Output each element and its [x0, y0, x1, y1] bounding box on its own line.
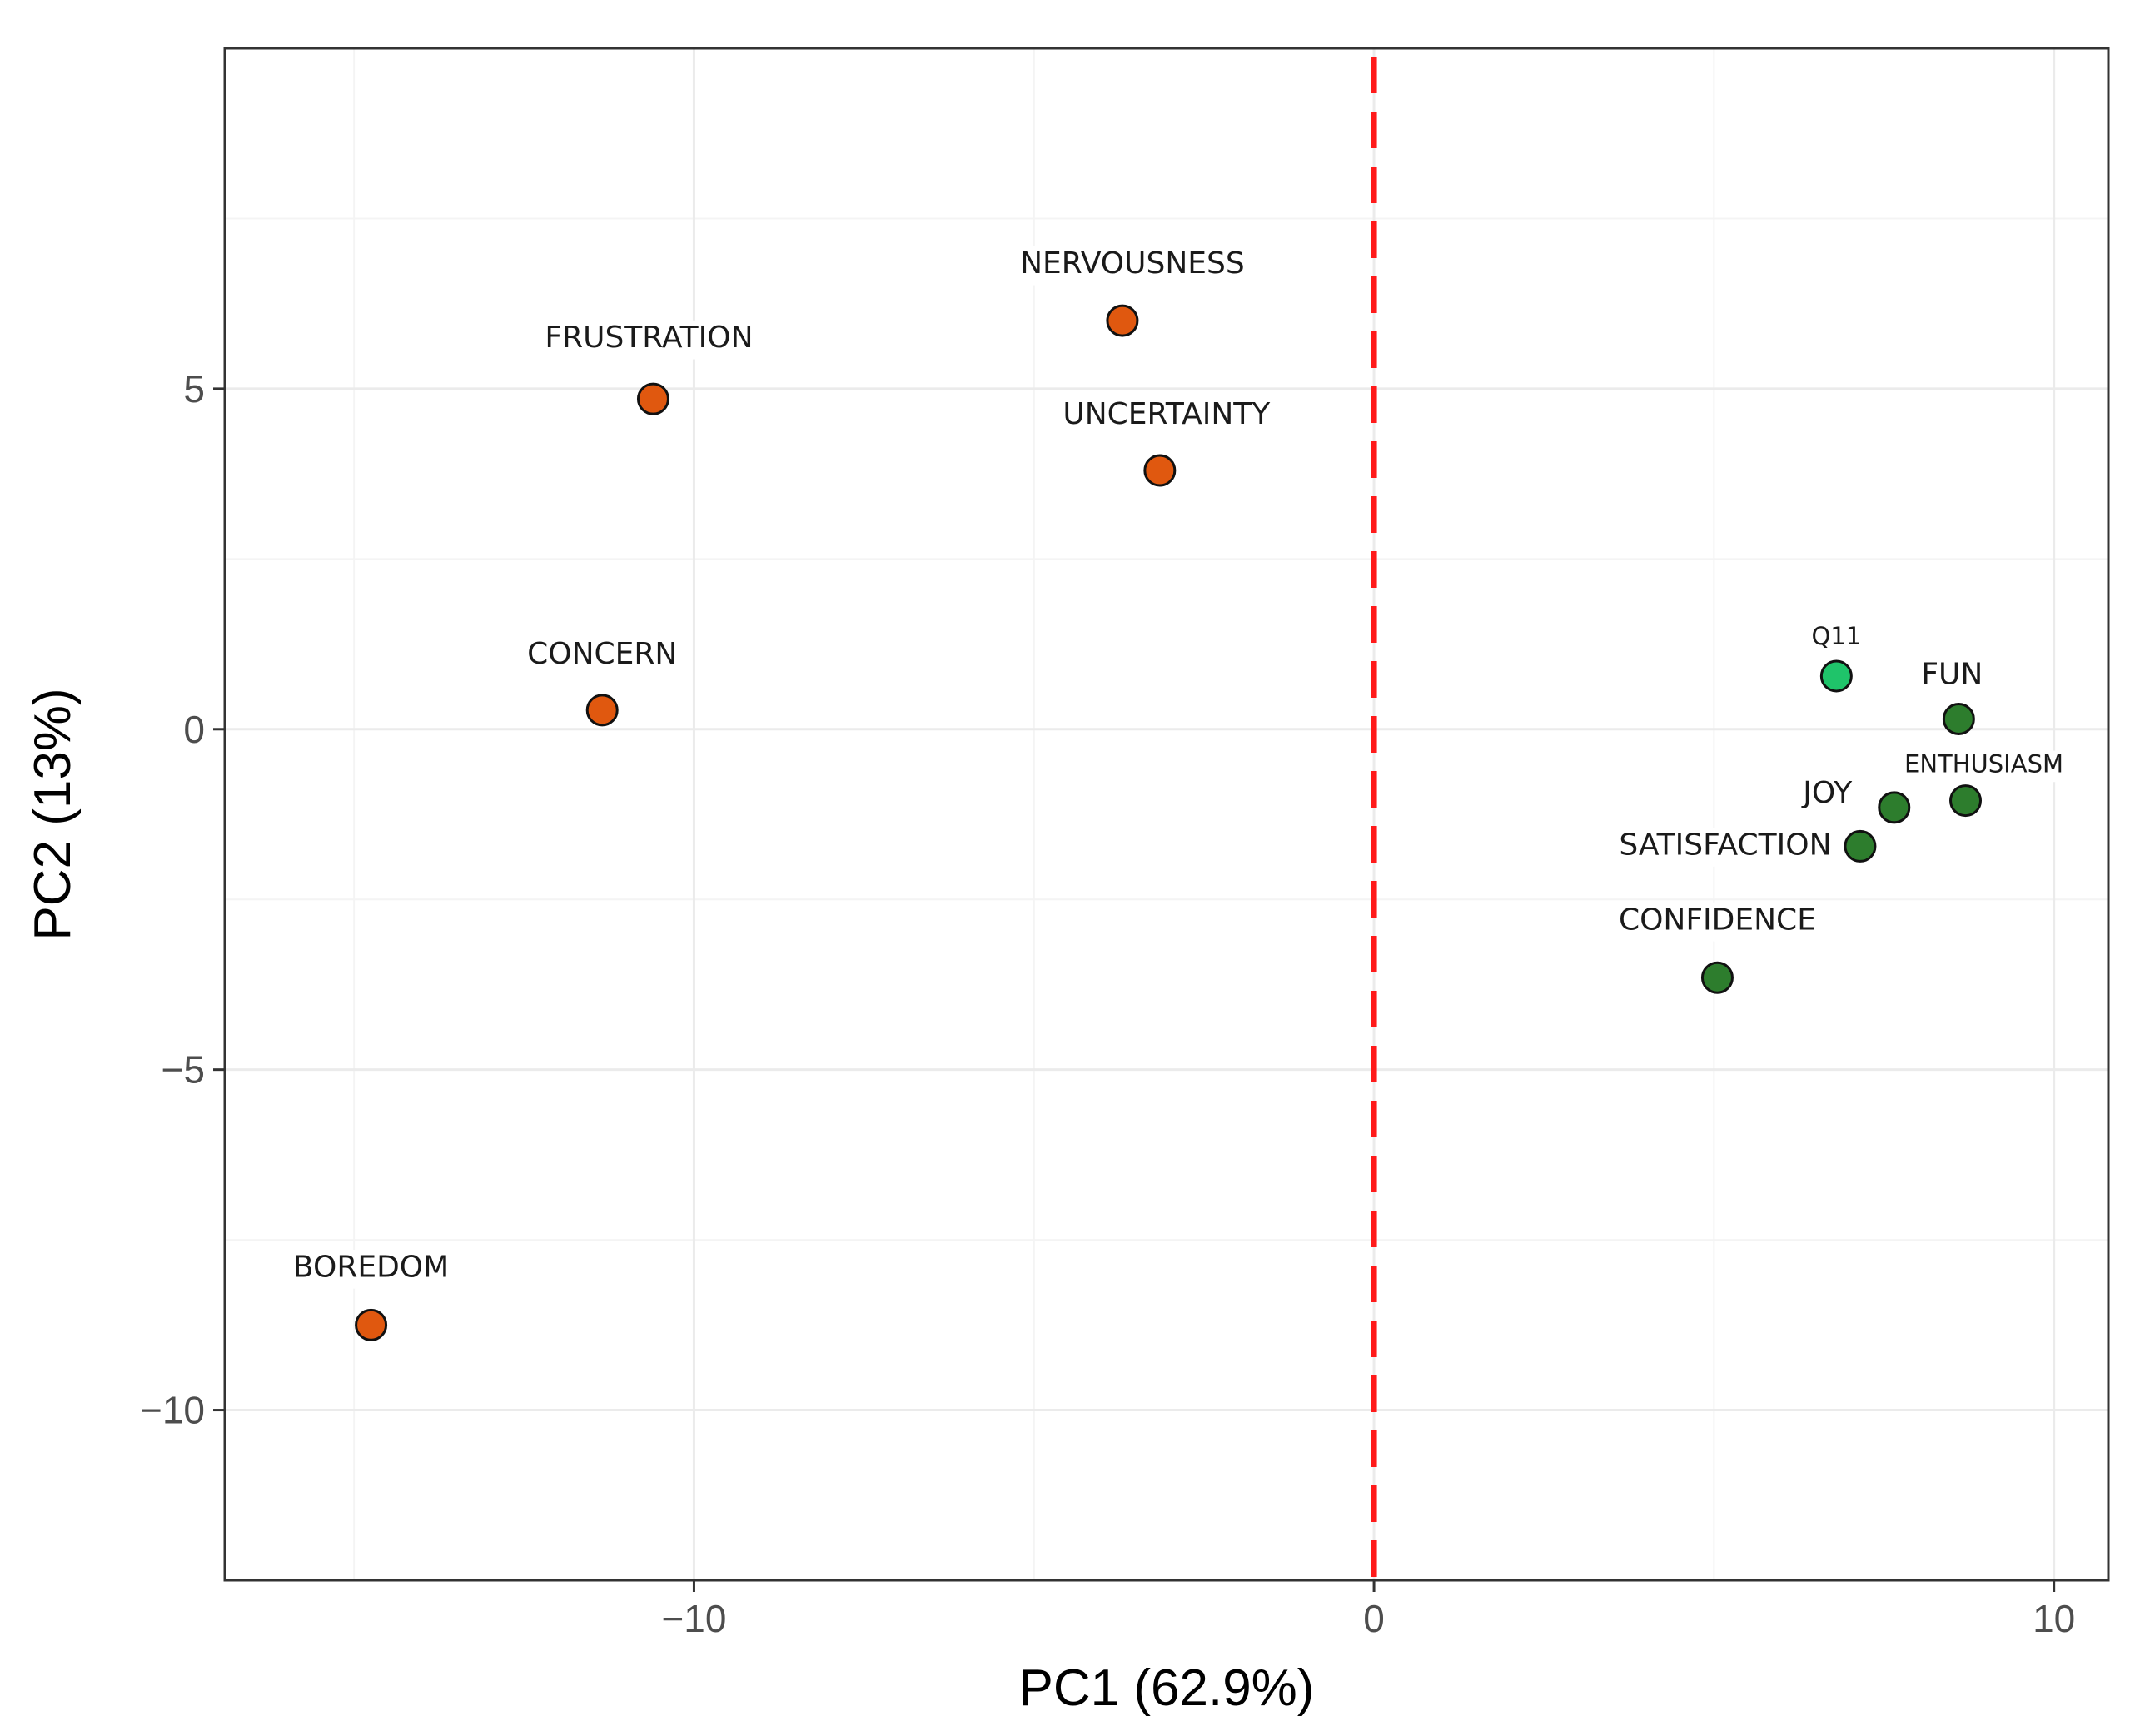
- data-points: [355, 304, 1983, 1341]
- point-label-background: [1048, 396, 1286, 436]
- point-label-concern: CONCERN: [527, 637, 677, 671]
- point-label-background: [1912, 657, 1992, 696]
- point-label-background: [1608, 902, 1827, 942]
- data-point-boredom: [355, 1308, 388, 1341]
- x-tick-label: −10: [661, 1597, 726, 1640]
- grid: [225, 48, 2108, 1581]
- data-point-nervousness: [1106, 304, 1139, 337]
- point-label-background: [523, 636, 682, 676]
- point-label-joy: JOY: [1801, 776, 1853, 810]
- data-point-joy: [1878, 791, 1911, 824]
- data-point-uncertainty: [1143, 454, 1177, 487]
- axis-ticks: −10 0 10 −10 −5 0 5: [140, 367, 2075, 1640]
- x-tick-label: 0: [1363, 1597, 1385, 1640]
- point-label-background: [1788, 775, 1868, 815]
- point-label-background: [530, 320, 769, 360]
- x-tick-label: 10: [2033, 1597, 2075, 1640]
- data-point-concern: [585, 694, 619, 727]
- point-label-confidence: CONFIDENCE: [1619, 903, 1816, 937]
- point-label-background: [1802, 622, 1871, 654]
- point-label-frustration: FRUSTRATION: [545, 321, 753, 355]
- data-point-q11: [1819, 659, 1853, 693]
- point-label-uncertainty: UNCERTAINTY: [1063, 397, 1271, 431]
- point-label-satisfaction: SATISFACTION: [1619, 828, 1831, 862]
- data-point-enthusiasm: [1949, 784, 1983, 818]
- data-point-frustration: [636, 382, 669, 415]
- data-point-confidence: [1700, 961, 1734, 994]
- point-label-background: [291, 1249, 450, 1289]
- y-axis-title: PC2 (13%): [24, 688, 82, 940]
- point-label-background: [1596, 828, 1854, 867]
- panel-border: [223, 47, 2110, 1582]
- y-tick-label: 0: [183, 708, 205, 751]
- data-point-satisfaction: [1844, 829, 1877, 863]
- x-axis-title: PC1 (62.9%): [1019, 1659, 1315, 1717]
- point-labels: FRUSTRATION NERVOUSNESS UNCERTAINTY CONCERN…: [291, 246, 2074, 1289]
- data-point-fun: [1942, 703, 1975, 736]
- y-tick-label: −10: [140, 1389, 205, 1432]
- point-label-fun: FUN: [1921, 658, 1983, 692]
- y-tick-label: −5: [162, 1048, 205, 1092]
- point-label-background: [1013, 246, 1252, 286]
- point-label-enthusiasm: ENTHUSIASM: [1904, 750, 2063, 778]
- point-label-q11: Q11: [1811, 622, 1861, 650]
- point-label-background: [1894, 750, 2074, 783]
- point-label-nervousness: NERVOUSNESS: [1020, 246, 1245, 281]
- y-tick-label: 5: [183, 367, 205, 410]
- point-label-boredom: BOREDOM: [293, 1250, 449, 1284]
